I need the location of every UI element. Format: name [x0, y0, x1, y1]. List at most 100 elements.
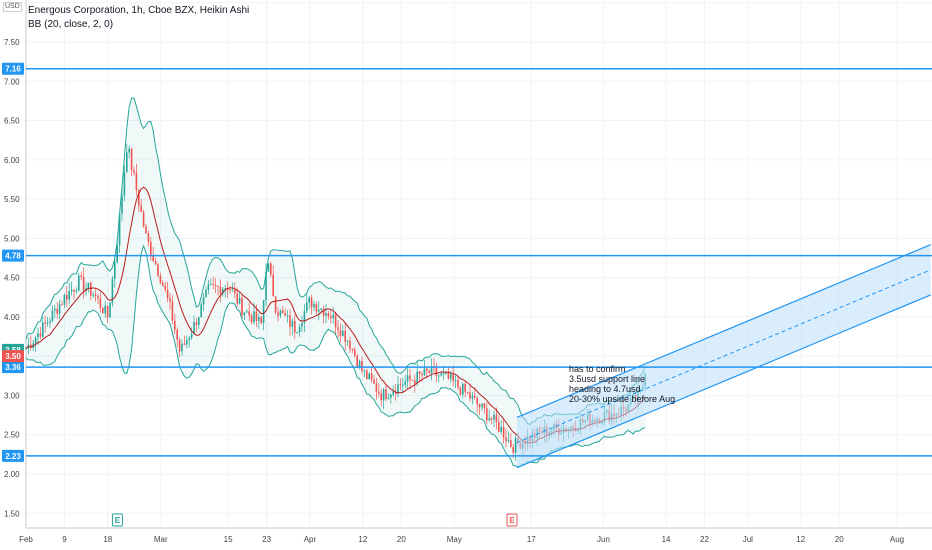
candle-body [385, 389, 387, 399]
candle-body [188, 338, 190, 341]
candle-body [493, 414, 495, 420]
note-line: 3.5usd support line [569, 374, 646, 384]
candle-body [142, 211, 145, 227]
note-line: 20-30% upside before Aug [569, 394, 676, 404]
candle-body [202, 297, 205, 305]
candle-body [82, 276, 85, 291]
candle-body [39, 333, 42, 337]
candle-body [428, 370, 430, 373]
candle-body [238, 297, 241, 304]
x-tick-label: 14 [662, 535, 671, 544]
candle-body [382, 389, 385, 401]
candle-body [248, 311, 250, 316]
candle-body [301, 323, 303, 327]
bollinger-bands-label[interactable]: BB (20, close, 2, 0) [28, 19, 114, 30]
candle-body [325, 313, 327, 316]
candle-body [457, 380, 459, 388]
y-tick-label: 6.50 [4, 117, 20, 126]
candle-body [500, 426, 502, 432]
candle-body [313, 303, 315, 308]
candle-body [255, 311, 258, 321]
candle-body [30, 344, 32, 348]
candle-body [315, 303, 318, 312]
x-tick-label: Feb [19, 535, 33, 544]
symbol-title[interactable]: Energous Corporation, 1h, Cboe BZX, Heik… [28, 5, 250, 16]
candle-body [361, 361, 363, 371]
candle-body [162, 283, 164, 286]
candle-body [330, 316, 332, 319]
candle-body [363, 370, 366, 372]
y-tick-label: 2.50 [4, 431, 20, 440]
candle-body [214, 285, 217, 287]
candle-body [51, 310, 54, 322]
x-tick-label: 15 [224, 535, 233, 544]
candle-body [154, 261, 157, 265]
candle-body [70, 289, 73, 292]
candle-body [159, 275, 162, 284]
candle-body [380, 393, 382, 401]
candle-body [402, 384, 404, 386]
candle-body [241, 297, 243, 316]
candle-body [483, 403, 486, 409]
x-tick-label: 22 [700, 535, 709, 544]
candle-body [282, 310, 284, 313]
candle-body [37, 333, 39, 338]
candle-body [452, 373, 454, 381]
candle-body [438, 375, 440, 377]
svg-text:2.23: 2.23 [5, 452, 21, 461]
candle-body [152, 255, 154, 262]
candle-body [354, 349, 356, 356]
candle-body [322, 308, 325, 316]
candle-body [418, 371, 421, 374]
candle-body [46, 322, 49, 324]
chart-legend: Energous Corporation, 1h, Cboe BZX, Heik… [28, 4, 249, 32]
candle-body [75, 290, 78, 292]
candle-body [116, 245, 118, 263]
candle-body [471, 395, 474, 399]
channel-lower-line[interactable] [516, 294, 931, 469]
candle-body [390, 394, 392, 398]
candle-body [265, 271, 267, 301]
candle-body [78, 275, 80, 291]
candle-body [327, 313, 330, 317]
x-tick-label: 17 [527, 535, 536, 544]
candle-body [140, 205, 142, 212]
candle-body [270, 263, 272, 275]
note-line: has to confirm [569, 364, 626, 374]
candle-body [272, 274, 274, 297]
candle-body [512, 447, 514, 453]
candle-body [56, 308, 58, 314]
candle-body [366, 370, 368, 380]
candle-body [286, 315, 289, 317]
candle-body [358, 361, 361, 367]
candle-body [344, 330, 346, 342]
y-tick-label: 5.00 [4, 234, 20, 243]
x-tick-label: 20 [835, 535, 844, 544]
candle-body [250, 315, 253, 323]
candle-body [195, 322, 198, 326]
x-tick-label: Aug [890, 535, 904, 544]
x-tick-label: 20 [397, 535, 406, 544]
candle-body [294, 320, 296, 333]
candle-body [236, 293, 238, 304]
channel-median-line[interactable] [516, 269, 931, 444]
candle-body [150, 241, 152, 256]
candle-body [308, 297, 310, 303]
channel-upper-line[interactable] [516, 244, 931, 419]
candle-body [435, 367, 438, 376]
candle-body [306, 302, 308, 312]
candle-body [183, 343, 186, 345]
candle-body [298, 326, 301, 332]
candle-body [164, 285, 166, 290]
candle-body [109, 302, 111, 318]
candle-body [260, 317, 262, 324]
candle-body [94, 294, 97, 297]
svg-text:3.50: 3.50 [5, 352, 21, 361]
earnings-marker[interactable]: E [506, 513, 518, 527]
candle-body [318, 309, 320, 312]
candle-body [49, 321, 51, 323]
candle-body [198, 317, 200, 326]
candle-body [42, 322, 44, 337]
earnings-marker[interactable]: E [111, 513, 123, 527]
